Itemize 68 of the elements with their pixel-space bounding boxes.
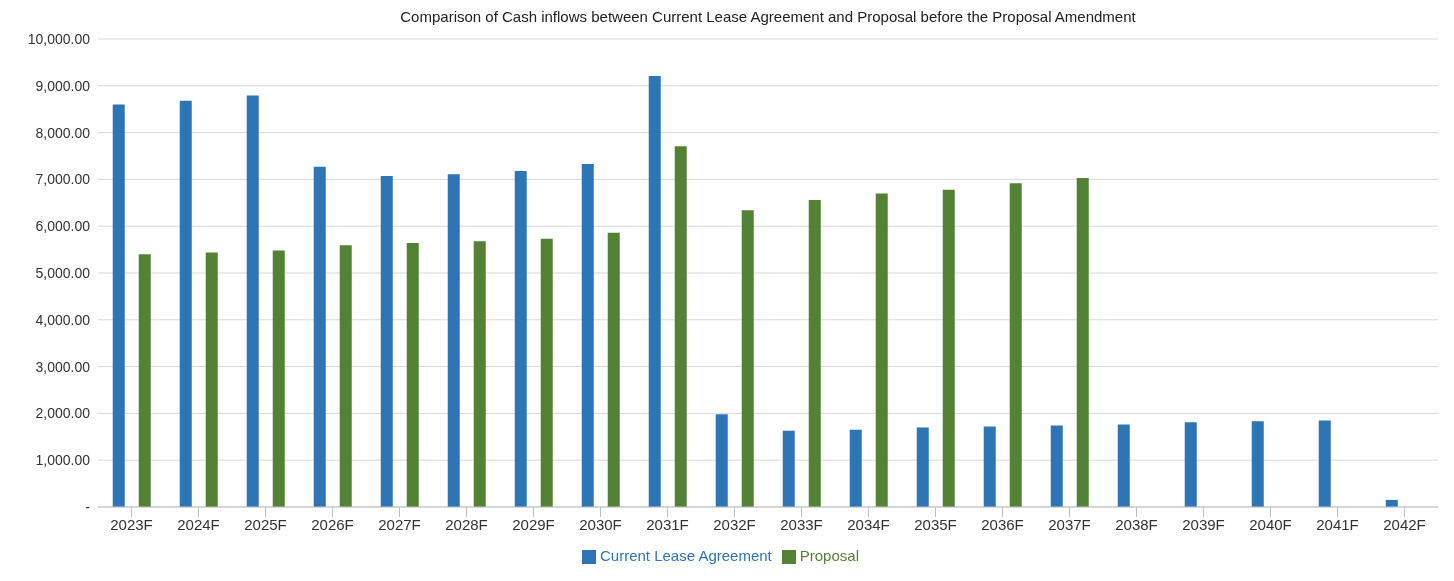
- x-tick-label: 2025F: [244, 515, 287, 533]
- bar: [875, 193, 888, 507]
- bar: [607, 232, 620, 507]
- bar: [406, 243, 419, 507]
- bar: [808, 199, 821, 507]
- x-tick-label: 2024F: [177, 515, 220, 533]
- x-tick-label: 2026F: [311, 515, 354, 533]
- x-tick-label: 2037F: [1048, 515, 1091, 533]
- bar: [112, 104, 125, 507]
- y-tick-label: 7,000.00: [35, 171, 91, 188]
- bar: [715, 414, 728, 507]
- x-tick-label: 2023F: [110, 515, 153, 533]
- bar: [272, 250, 285, 507]
- bar: [581, 163, 594, 507]
- x-tick-label: 2041F: [1316, 515, 1359, 533]
- y-tick-label: 3,000.00: [35, 358, 91, 375]
- y-tick-label: 8,000.00: [35, 124, 91, 141]
- x-tick-label: 2035F: [914, 515, 957, 533]
- bar: [648, 75, 661, 507]
- bar: [674, 146, 687, 507]
- bar: [916, 427, 929, 507]
- bar: [179, 100, 192, 507]
- bar: [246, 95, 259, 507]
- y-tick-label: 9,000.00: [35, 77, 91, 94]
- x-tick-label: 2038F: [1115, 515, 1158, 533]
- x-tick-label: 2040F: [1249, 515, 1292, 533]
- bar: [983, 426, 996, 507]
- bar: [205, 252, 218, 507]
- y-tick-label: 4,000.00: [35, 311, 91, 328]
- x-tick-label: 2027F: [378, 515, 421, 533]
- bar: [741, 210, 754, 507]
- legend-label: Proposal: [799, 546, 859, 564]
- x-tick-label: 2030F: [579, 515, 622, 533]
- bar: [849, 429, 862, 507]
- bar: [942, 189, 955, 507]
- y-tick-label: 5,000.00: [35, 264, 91, 281]
- bar: [1076, 177, 1089, 507]
- x-tick-label: 2031F: [646, 515, 689, 533]
- x-tick-label: 2036F: [981, 515, 1024, 533]
- chart-title: Comparison of Cash inflows between Current Lease Agreement and Proposal before the Proposal Amendment: [399, 8, 1137, 25]
- bar: [1184, 422, 1197, 507]
- x-tick-label: 2033F: [780, 515, 823, 533]
- bar: [313, 166, 326, 507]
- bar: [514, 170, 527, 507]
- y-tick-label: 6,000.00: [35, 218, 91, 235]
- bar: [339, 245, 352, 507]
- bar: [1009, 183, 1022, 507]
- x-tick-label: 2032F: [713, 515, 756, 533]
- bar: [447, 174, 460, 507]
- bar: [1318, 420, 1331, 507]
- y-tick-label: 10,000.00: [27, 30, 91, 47]
- x-tick-label: 2028F: [445, 515, 488, 533]
- x-tick-label: 2042F: [1383, 515, 1426, 533]
- y-tick-label: 1,000.00: [35, 452, 91, 469]
- bar: [380, 176, 393, 507]
- bar: [1117, 424, 1130, 507]
- y-tick-label: 2,000.00: [35, 405, 91, 422]
- bar: [782, 430, 795, 507]
- legend-label: Current Lease Agreement: [600, 546, 772, 564]
- x-tick-label: 2029F: [512, 515, 555, 533]
- y-tick-label: -: [85, 498, 91, 515]
- bar: [138, 254, 151, 507]
- x-tick-label: 2034F: [847, 515, 890, 533]
- bar: [1050, 425, 1063, 507]
- bar: [473, 241, 486, 507]
- x-tick-label: 2039F: [1182, 515, 1225, 533]
- bar: [540, 238, 553, 507]
- bar: [1251, 421, 1264, 507]
